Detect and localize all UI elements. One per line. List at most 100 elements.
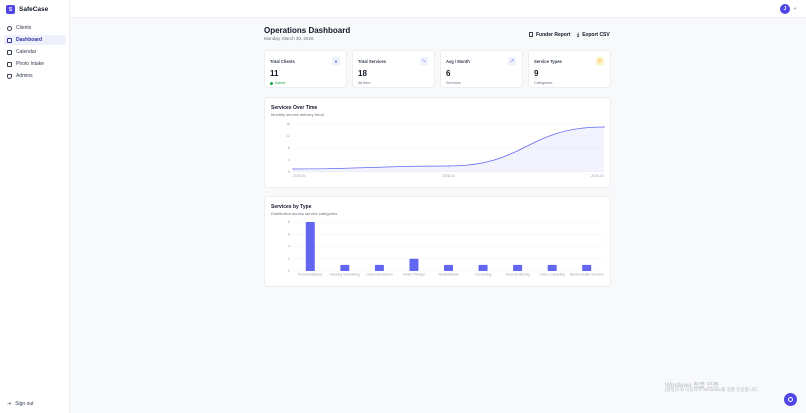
sidebar-item-label: Dashboard [16, 37, 43, 43]
card-title: Services by Type [271, 204, 312, 210]
bar [513, 264, 523, 271]
data-point [603, 126, 605, 128]
y-tick-label: 8 [288, 146, 290, 150]
chevron-down-icon[interactable]: ▼ [793, 6, 797, 11]
x-tick-label: Food Monitoring [506, 273, 530, 277]
sidebar-item-calendar[interactable]: Calendar [4, 47, 66, 57]
sidebar-item-label: Photo Intake [16, 61, 45, 67]
sidebar-item-admins[interactable]: Admins [4, 71, 66, 81]
services-by-type-card: Services by Type Distribution across ser… [264, 196, 611, 287]
sidebar-item-label: Calendar [16, 49, 37, 55]
stat-value: 9 [534, 69, 539, 78]
y-tick-label: 8 [288, 220, 290, 224]
chat-icon [788, 397, 793, 402]
page-title: Operations Dashboard [264, 26, 351, 35]
sidebar-item-clients[interactable]: Clients [4, 23, 66, 33]
y-tick-label: 0 [288, 269, 290, 273]
bar [305, 222, 315, 271]
shield-icon [7, 73, 12, 79]
x-tick-label: Crisis Counseling [539, 273, 565, 277]
app-name: SafeCase [19, 6, 49, 13]
active-dot-icon [270, 81, 273, 85]
avatar-initial: J [783, 6, 787, 12]
sidebar-nav: Clients Dashboard Calendar Photo Intake … [4, 23, 66, 83]
stat-card-avg-month: Avg / Month ↗ 6 Services [440, 50, 523, 88]
user-avatar[interactable]: J [780, 4, 790, 14]
y-tick-label: 4 [288, 245, 290, 249]
download-icon: ⤓ [577, 31, 580, 38]
stat-sub: Categories [534, 81, 553, 85]
x-tick-label: Rehabilitation [439, 273, 459, 277]
sidebar-item-label: Admins [16, 73, 33, 79]
data-point [292, 168, 294, 170]
logo-icon: S [6, 5, 15, 14]
card-subtitle: Distribution across service categories [271, 211, 338, 216]
trend-icon: ↗ [508, 57, 516, 65]
x-tick-label: Music Therapy [403, 273, 425, 277]
x-tick-label: Food Assistance [298, 273, 322, 277]
area-fill [293, 127, 604, 172]
brand[interactable]: S SafeCase [6, 5, 48, 14]
bar [444, 264, 453, 271]
funder-report-label: Funder Report [536, 31, 571, 38]
sidebar-item-photo-intake[interactable]: Photo Intake [4, 59, 66, 69]
x-tick-label: 2026-03 [591, 174, 604, 178]
y-tick-label: 6 [288, 232, 290, 236]
services-over-time-card: Services Over Time Monthly service deliv… [264, 97, 611, 188]
bar [340, 264, 350, 271]
clock-icon: ◷ [596, 57, 604, 65]
camera-icon [7, 61, 12, 67]
services-by-type-chart: 0 2 4 6 8 Food Assistance Housing Counseling Cr… [288, 220, 604, 277]
windows-activation-title: Windows 정품 인증 [665, 382, 719, 389]
stat-value: 18 [358, 69, 367, 78]
sidebar-item-dashboard[interactable]: Dashboard [4, 35, 66, 45]
stat-sub-text: Active [275, 81, 286, 85]
stat-value: 6 [446, 69, 451, 78]
stat-label: Service Types [534, 59, 562, 64]
y-tick-label: 16 [286, 122, 290, 126]
users-icon: ● [332, 57, 340, 65]
data-point [447, 165, 450, 167]
page-date: Monday, March 30, 2026 [264, 36, 314, 41]
bar [374, 264, 384, 271]
logout-icon: ⇥ [7, 401, 12, 407]
sidebar: S SafeCase Clients Dashboard Calendar Ph… [0, 0, 70, 413]
stat-card-service-types: Service Types ◷ 9 Categories [528, 50, 611, 88]
funder-report-button[interactable]: Funder Report [529, 30, 570, 39]
bar [547, 264, 557, 271]
services-over-time-chart: 0 4 8 12 16 2026-01 2026-02 2026-03 [286, 122, 605, 178]
activity-icon: ∿ [420, 57, 428, 65]
x-tick-label: Crisis Intervention [366, 273, 393, 277]
dashboard-icon [7, 37, 12, 43]
x-tick-label: Mental Health Services [570, 273, 604, 277]
chat-button[interactable] [784, 393, 797, 406]
document-icon [529, 32, 533, 37]
sign-out-label: Sign out [15, 401, 34, 407]
stat-value: 11 [270, 69, 279, 78]
y-tick-label: 12 [286, 134, 290, 138]
bar [409, 258, 419, 271]
export-csv-label: Export CSV [582, 31, 610, 38]
calendar-icon [7, 49, 12, 55]
stat-label: Total Clients [270, 59, 295, 64]
stat-label: Total Services [358, 59, 387, 64]
x-tick-label: Housing Counseling [330, 273, 360, 277]
export-csv-button[interactable]: ⤓ Export CSV [577, 30, 610, 39]
x-tick-label: 2026-02 [442, 174, 455, 178]
top-bar: J ▼ [0, 0, 806, 18]
sign-out-button[interactable]: ⇥ Sign out [7, 401, 34, 407]
card-title: Services Over Time [271, 105, 318, 111]
users-icon [7, 25, 12, 31]
bar [478, 264, 488, 271]
bar [582, 264, 592, 271]
y-tick-label: 0 [288, 170, 290, 174]
stat-card-total-services: Total Services ∿ 18 All time [352, 50, 435, 88]
windows-activation-text: [설정]으로 이동하여 Windows를 정품 인증합니다. [665, 387, 759, 392]
stat-sub: Active [270, 81, 285, 85]
card-subtitle: Monthly service delivery trend [271, 112, 324, 117]
stat-label: Avg / Month [446, 59, 470, 64]
sidebar-item-label: Clients [16, 25, 32, 31]
x-tick-label: Counseling [475, 273, 492, 277]
stat-sub: Services [446, 81, 461, 85]
logo-letter: S [8, 6, 13, 13]
